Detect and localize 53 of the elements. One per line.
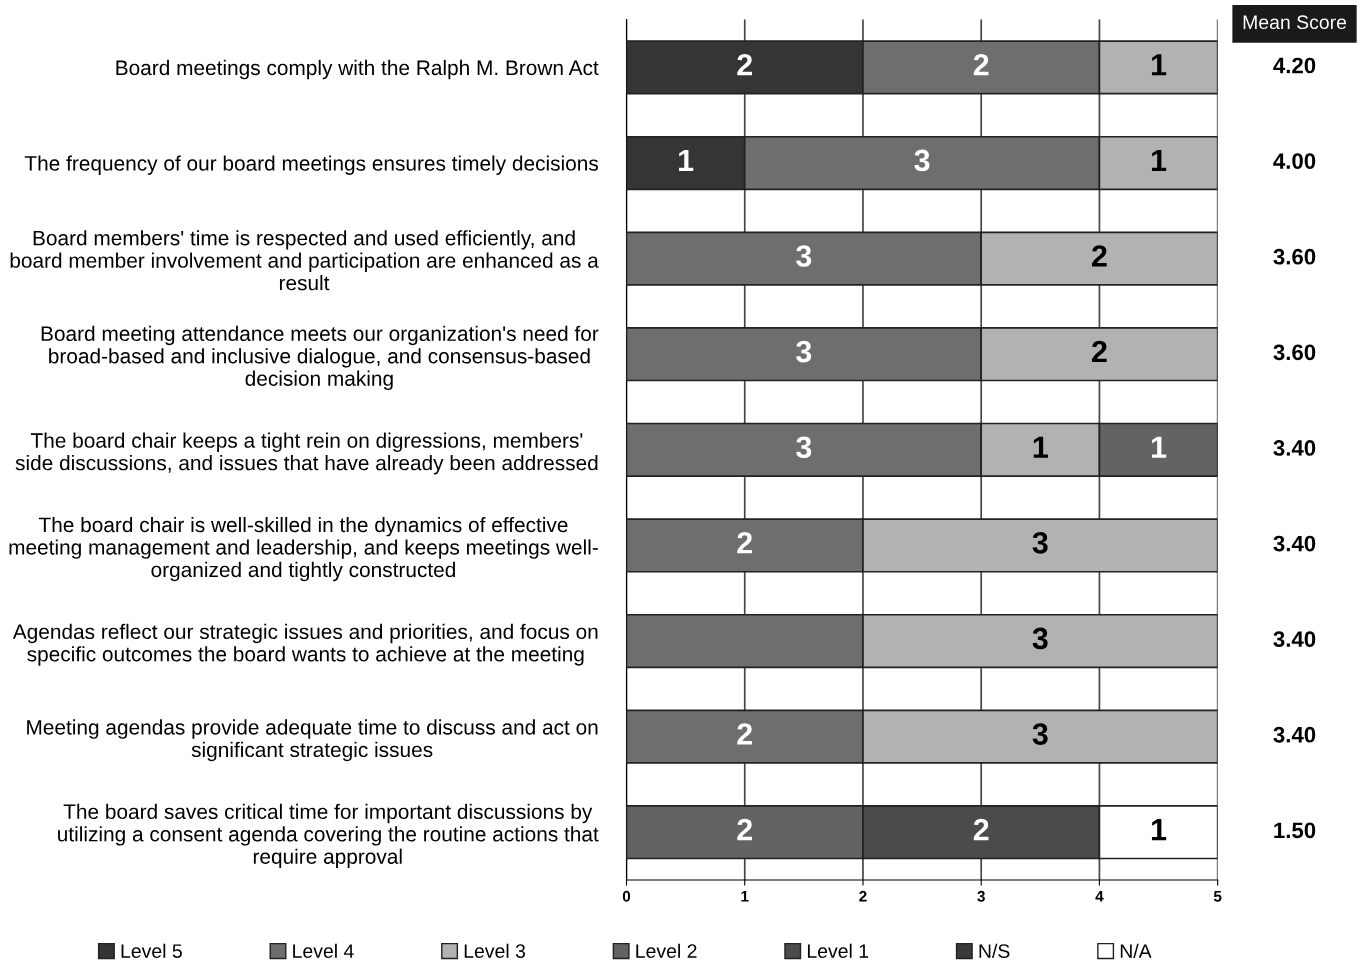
legend-label: Level 5 <box>121 943 182 958</box>
data-label: 2 <box>737 723 753 745</box>
text: 3.60 <box>1273 248 1316 265</box>
legend-label: Level 2 <box>636 943 697 958</box>
y-tick-label: Board members' time is respected and used efficiently, and board member involvement and participation are enhanced as a result <box>10 230 599 291</box>
data-label: 1 <box>1151 149 1167 171</box>
data-label: 1 <box>679 149 694 171</box>
text: 3.60 <box>1273 344 1316 361</box>
data-label: 1 <box>1151 819 1167 841</box>
y-tick-label: Board meetings comply with the Ralph M. Brown Act <box>116 59 599 80</box>
legend-label: Level 4 <box>293 943 354 958</box>
y-tick-label: The frequency of our board meetings ensures timely decisions <box>24 155 599 175</box>
data-label: 3 <box>796 436 812 459</box>
x-tick-label: 4 <box>1095 891 1104 902</box>
text: 1.50 <box>1274 822 1316 839</box>
legend-label: N/A <box>1120 943 1152 958</box>
x-tick-label: 5 <box>1213 891 1222 902</box>
text: 3.40 <box>1273 631 1316 648</box>
data-label: 3 <box>914 149 930 172</box>
text: 3.40 <box>1273 535 1316 552</box>
y-tick-label: The board saves critical time for important discussions by utilizing a consent agenda covering the routine actions that require approval <box>58 803 599 869</box>
x-tick-label: 2 <box>859 890 867 902</box>
data-label: 2 <box>737 53 753 76</box>
data-label: 2 <box>1091 340 1107 363</box>
data-label: 2 <box>737 818 753 841</box>
y-tick-label: Agendas reflect our strategic issues and priorities, and focus on specific outcomes the board wants to achieve at the meeting <box>12 623 598 666</box>
data-label: 2 <box>973 818 989 841</box>
x-tick-label: 3 <box>977 890 985 902</box>
data-label: 3 <box>796 245 812 267</box>
text: 3.40 <box>1273 440 1316 456</box>
legend-label: Level 1 <box>807 943 869 958</box>
legend-label: N/S <box>979 943 1010 958</box>
text: 3.40 <box>1273 726 1316 743</box>
data-label: 3 <box>796 340 812 363</box>
y-tick-label: Meeting agendas provide adequate time to discuss and act on significant strategic issues <box>27 719 598 762</box>
data-label: 3 <box>1032 531 1048 554</box>
text: 4.00 <box>1273 153 1316 169</box>
legend-label: Level 3 <box>464 943 526 958</box>
y-tick-label: Board meeting attendance meets our organization's need for broad-based and inclusive dialogue, and consensus-based decision making <box>41 325 599 391</box>
data-label: 2 <box>737 531 753 554</box>
data-label: 3 <box>1032 627 1048 650</box>
data-label: 1 <box>1151 436 1167 458</box>
y-tick-label: The board chair is well-skilled in the dynamics of effective meeting management and leadership, and keeps meetings well- organized and tightly constructed <box>9 516 598 582</box>
data-label: 2 <box>1091 245 1107 267</box>
data-label: 3 <box>1032 723 1048 745</box>
data-label: 1 <box>1151 54 1167 76</box>
y-tick-label: The board chair keeps a tight rein on digressions, members' side discussions, and issues that have already been addressed <box>15 432 598 475</box>
data-label: 1 <box>1033 436 1048 458</box>
text: Mean Score <box>1243 15 1347 30</box>
x-tick-label: 0 <box>622 890 631 902</box>
data-label: 2 <box>973 53 989 76</box>
x-tick-label: 1 <box>741 891 749 902</box>
text: 4.20 <box>1273 57 1316 74</box>
